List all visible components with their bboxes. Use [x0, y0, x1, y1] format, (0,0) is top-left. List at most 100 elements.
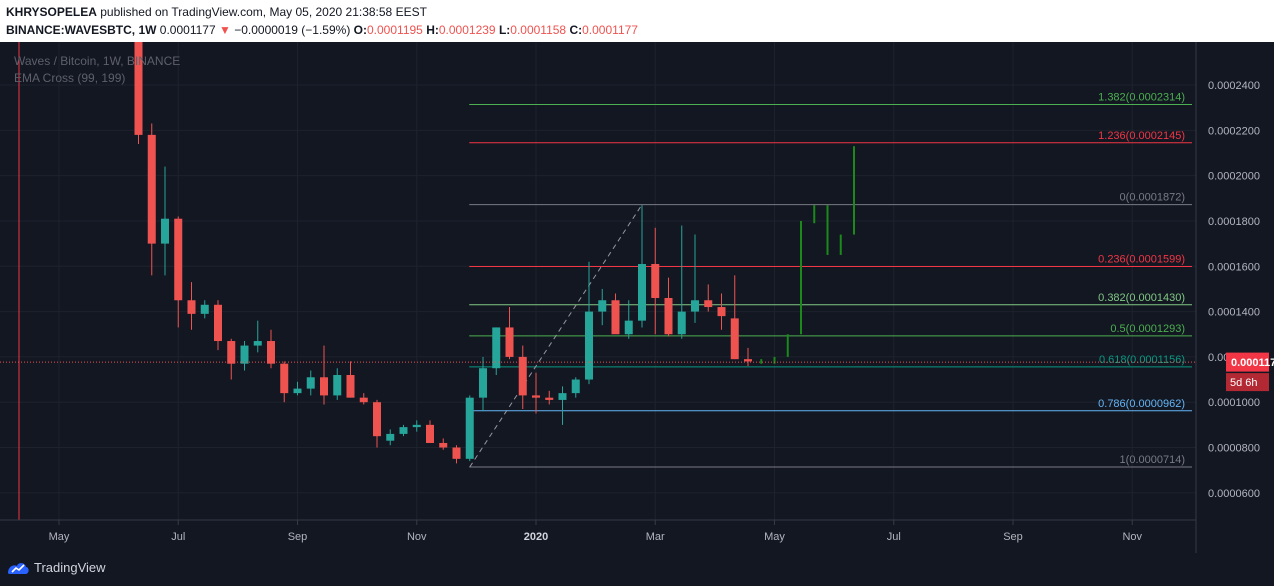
candle — [465, 395, 474, 462]
candle-body — [624, 320, 633, 335]
low-value: 0.0001158 — [510, 23, 567, 37]
candle-body — [730, 318, 739, 360]
candle-body — [465, 397, 474, 459]
time-tick-label: Mar — [646, 531, 665, 543]
price-tick-label: 0.0000600 — [1208, 488, 1260, 500]
time-tick-label: Nov — [407, 531, 427, 543]
candle — [717, 293, 726, 330]
candle-body — [558, 393, 567, 400]
chart-header: KHRYSOPELEA published on TradingView.com… — [0, 0, 1274, 42]
time-tick-label: Sep — [288, 531, 308, 543]
time-tick-label: Jul — [171, 531, 185, 543]
candle — [638, 205, 646, 328]
candle-body — [280, 363, 289, 394]
candle — [280, 361, 289, 403]
bar-countdown: 5d 6h — [1230, 377, 1258, 389]
candle — [624, 300, 633, 339]
symbol-label: BINANCE:WAVESBTC, 1W — [6, 23, 157, 37]
candle — [479, 356, 487, 412]
price-tick-label: 0.0002000 — [1208, 171, 1260, 183]
candle-body — [359, 397, 368, 403]
candle-body — [187, 300, 196, 314]
grid — [0, 42, 1196, 520]
candle — [730, 275, 739, 360]
legend-title[interactable]: Waves / Bitcoin, 1W, BINANCE — [14, 54, 180, 68]
price-axis[interactable]: 0.00006000.00008000.00010000.00012000.00… — [1208, 80, 1260, 500]
price-tick-label: 0.0002400 — [1208, 80, 1260, 92]
candle-body — [452, 447, 461, 459]
candle — [134, 42, 143, 144]
candle — [532, 372, 540, 414]
candle — [677, 225, 686, 339]
fib-level-label: 0.786(0.0000962) — [1098, 398, 1185, 410]
down-arrow-icon: ▼ — [218, 23, 231, 37]
fib-level-label: 0.236(0.0001599) — [1098, 254, 1185, 266]
candle — [333, 368, 342, 400]
candle-body — [691, 300, 699, 312]
projection-bars — [760, 146, 855, 364]
price-tick-label: 0.0001400 — [1208, 307, 1260, 319]
current-price-value: 0.0001177 — [1231, 357, 1274, 369]
tradingview-brand[interactable]: TradingView — [34, 560, 106, 575]
candle — [187, 282, 196, 330]
candle — [611, 293, 620, 335]
candle — [174, 216, 183, 328]
price-tick-label: 0.0001000 — [1208, 397, 1260, 409]
current-price-tag: 0.0001177 5d 6h — [1226, 352, 1274, 392]
candle — [306, 370, 315, 396]
candle-body — [638, 264, 646, 321]
candle — [518, 345, 527, 409]
time-tick-label: May — [49, 531, 70, 543]
close-value: 0.0001177 — [582, 23, 638, 37]
fib-level-label: 0.5(0.0001293) — [1110, 323, 1185, 335]
candle-body — [412, 424, 421, 428]
candle — [585, 261, 593, 385]
candle-body — [505, 327, 514, 357]
candle — [505, 307, 514, 360]
high-label: H: — [426, 23, 439, 37]
time-tick-label: May — [764, 531, 785, 543]
candle-body — [717, 307, 726, 317]
candle-body — [240, 345, 249, 364]
candle-body — [200, 304, 209, 314]
candle — [651, 227, 660, 335]
author-name[interactable]: KHRYSOPELEA — [6, 5, 97, 19]
candle-body — [677, 311, 686, 335]
candle-body — [611, 300, 620, 335]
time-tick-label: 2020 — [524, 531, 548, 543]
candle — [664, 277, 673, 337]
candle-body — [134, 42, 143, 135]
candle-body — [267, 341, 275, 364]
time-axis[interactable]: May Jul Sep Nov 2020 Mar May Jul Sep Nov — [49, 520, 1143, 543]
price-chart[interactable]: 1.382(0.0002314) 1.236(0.0002145) 0(0.0001… — [0, 42, 1274, 553]
chart-background — [0, 42, 1274, 553]
countdown-tag-bg — [1226, 373, 1269, 392]
candle-body — [227, 341, 236, 364]
candle — [386, 429, 395, 446]
candle — [744, 347, 752, 366]
current-price-tag-bg — [1226, 352, 1269, 372]
candle — [227, 338, 236, 380]
candle-body — [585, 311, 593, 380]
candle-body — [399, 427, 408, 434]
price-change: −0.0000019 (−1.59%) — [234, 23, 351, 37]
ohlc-line: BINANCE:WAVESBTC, 1W 0.0001177 ▼ −0.0000… — [6, 23, 638, 37]
price-tick-label: 0.0001800 — [1208, 216, 1260, 228]
candle — [253, 320, 262, 353]
candle — [240, 341, 249, 371]
candle-body — [479, 368, 487, 398]
candle-body — [161, 218, 169, 244]
legend-indicator[interactable]: EMA Cross (99, 199) — [14, 71, 125, 85]
candle — [359, 393, 368, 405]
close-label: C: — [569, 23, 583, 37]
candle — [147, 123, 156, 276]
fib-trend-line[interactable] — [469, 204, 643, 468]
footer: TradingView — [0, 553, 1274, 586]
candle — [571, 377, 580, 398]
fib-level-label: 0.382(0.0001430) — [1098, 292, 1185, 304]
candle-body — [293, 388, 302, 394]
candle-body — [664, 297, 673, 335]
candle — [426, 420, 434, 443]
candle-body — [598, 300, 607, 312]
candle-body — [545, 397, 554, 400]
